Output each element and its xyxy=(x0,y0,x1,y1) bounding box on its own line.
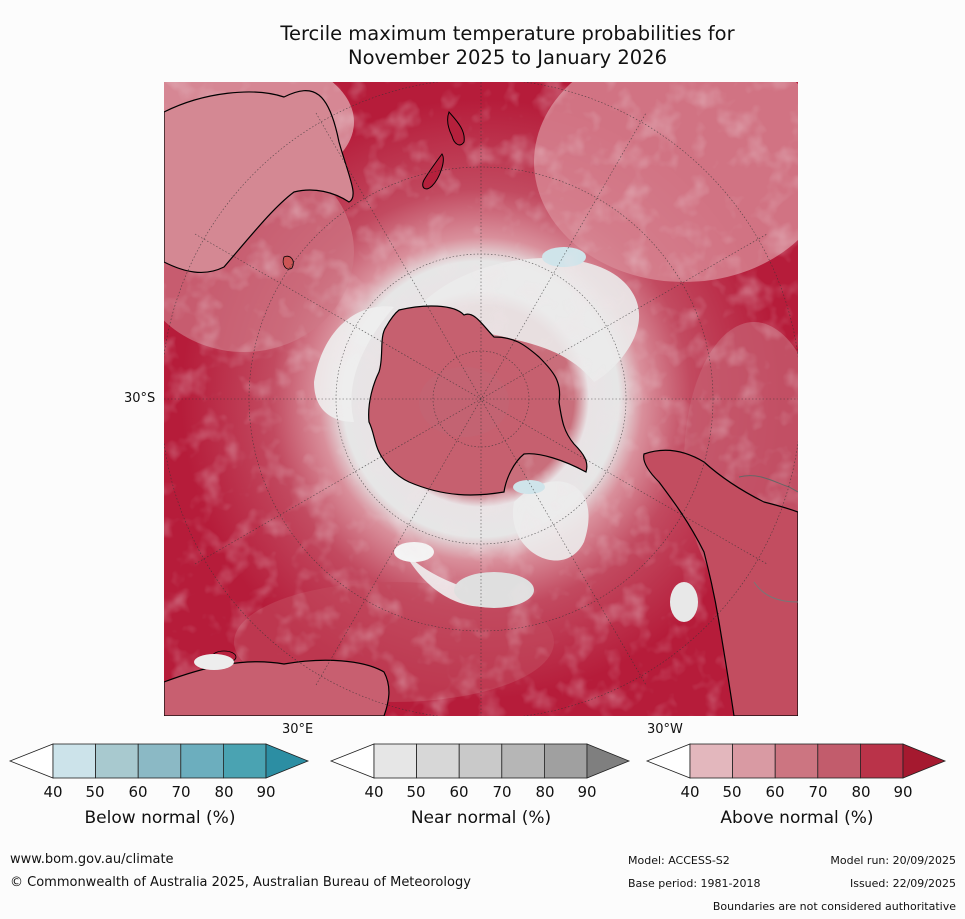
tick-near-90: 90 xyxy=(577,783,597,801)
above-cbar-bin-4 xyxy=(817,743,861,779)
colorbar-below-title: Below normal (%) xyxy=(84,808,236,828)
below-cbar-bin-5 xyxy=(222,743,267,779)
tick-below-90: 90 xyxy=(256,783,276,801)
below-cbar-bin-1 xyxy=(52,743,96,779)
near-cbar-bin-2 xyxy=(416,743,460,779)
near-cbar-bin-3 xyxy=(458,743,503,779)
tick-above-70: 70 xyxy=(808,783,828,801)
probability-map xyxy=(164,82,798,716)
lon-label-30w: 30°W xyxy=(647,722,683,737)
website-text: www.bom.gov.au/climate xyxy=(10,852,174,867)
tick-near-60: 60 xyxy=(449,783,469,801)
tick-below-40: 40 xyxy=(43,783,63,801)
south-america-landmass xyxy=(643,449,798,716)
model-run-text: Model run: 20/09/2025 xyxy=(830,854,956,867)
above-cbar-bin-5 xyxy=(859,743,904,779)
tick-below-50: 50 xyxy=(85,783,105,801)
tick-near-70: 70 xyxy=(492,783,512,801)
title-line-2: November 2025 to January 2026 xyxy=(348,46,667,69)
near-cbar-bin-4 xyxy=(501,743,545,779)
tick-above-40: 40 xyxy=(680,783,700,801)
near-cbar-under xyxy=(329,743,375,779)
colorbar-below-ticks: 40 50 60 70 80 90 xyxy=(10,783,310,801)
tick-below-70: 70 xyxy=(171,783,191,801)
tick-above-90: 90 xyxy=(893,783,913,801)
above-cbar-bin-1 xyxy=(689,743,733,779)
tick-below-80: 80 xyxy=(214,783,234,801)
copyright-text: © Commonwealth of Australia 2025, Austra… xyxy=(10,875,471,890)
disclaimer-text: Boundaries are not considered authoritat… xyxy=(712,900,956,913)
tick-above-60: 60 xyxy=(765,783,785,801)
near-cbar-over xyxy=(586,743,631,779)
new-zealand-landmass xyxy=(447,111,465,146)
base-period-text: Base period: 1981-2018 xyxy=(628,877,761,890)
colorbar-below-normal xyxy=(8,742,310,779)
above-cbar-under xyxy=(645,743,691,779)
above-cbar-bin-2 xyxy=(732,743,776,779)
near-cbar-bin-5 xyxy=(543,743,588,779)
near-cbar-bin-1 xyxy=(373,743,417,779)
tick-near-50: 50 xyxy=(406,783,426,801)
below-cbar-bin-4 xyxy=(180,743,224,779)
above-cbar-over xyxy=(902,743,947,779)
lon-label-30e: 30°E xyxy=(282,722,314,737)
tick-near-80: 80 xyxy=(535,783,555,801)
colorbar-near-title: Near normal (%) xyxy=(410,808,552,828)
below-cbar-under xyxy=(8,743,54,779)
colorbar-above-normal xyxy=(645,742,947,779)
below-cbar-bin-3 xyxy=(137,743,182,779)
tick-above-50: 50 xyxy=(722,783,742,801)
above-cbar-bin-3 xyxy=(774,743,819,779)
chart-title: Tercile maximum temperature probabilitie… xyxy=(160,22,855,70)
colorbar-near-normal xyxy=(329,742,631,779)
tick-near-40: 40 xyxy=(364,783,384,801)
below-cbar-over xyxy=(265,743,310,779)
lat-label-30s: 30°S xyxy=(124,391,156,406)
issued-text: Issued: 22/09/2025 xyxy=(849,877,956,890)
colorbar-above-ticks: 40 50 60 70 80 90 xyxy=(647,783,947,801)
model-text: Model: ACCESS-S2 xyxy=(628,854,730,867)
title-line-1: Tercile maximum temperature probabilitie… xyxy=(280,22,735,45)
colorbar-above-title: Above normal (%) xyxy=(720,808,874,828)
colorbar-near-ticks: 40 50 60 70 80 90 xyxy=(331,783,631,801)
below-cbar-bin-2 xyxy=(95,743,139,779)
tick-below-60: 60 xyxy=(128,783,148,801)
tick-above-80: 80 xyxy=(851,783,871,801)
